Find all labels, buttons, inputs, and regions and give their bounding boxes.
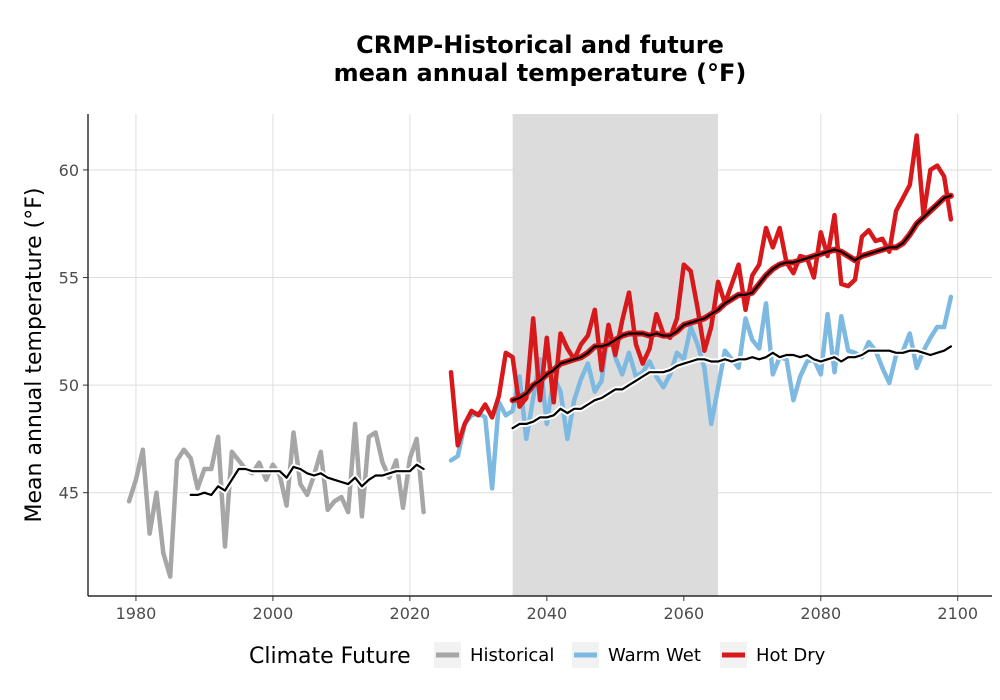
- y-tick-label: 50: [59, 376, 79, 395]
- legend-title: Climate Future: [249, 644, 411, 669]
- x-tick-label: 2100: [937, 604, 978, 623]
- tick-labels: 1980 2000 2020 2040 2060 2080 2100 45 50 55 60: [59, 161, 978, 623]
- x-tick-label: 2060: [663, 604, 704, 623]
- legend-label: Historical: [470, 645, 554, 666]
- moving-average-line: [511, 194, 953, 402]
- series-lines: [126, 133, 954, 579]
- y-tick-label: 60: [59, 161, 79, 180]
- x-tick-label: 1980: [116, 604, 157, 623]
- y-axis-title-group: Mean annual temperature (°F): [22, 188, 47, 523]
- legend: Climate Future Historical Warm Wet Hot Dry: [249, 642, 826, 669]
- moving-average-line: [511, 345, 953, 430]
- series-line-warm-wet: [448, 294, 954, 491]
- legend-label: Warm Wet: [608, 645, 701, 666]
- x-tick-label: 2080: [800, 604, 841, 623]
- y-tick-label: 55: [59, 269, 79, 288]
- legend-label: Hot Dry: [756, 645, 826, 666]
- axes: [87, 114, 992, 597]
- y-tick-label: 45: [59, 484, 79, 503]
- chart-title-line: mean annual temperature (°F): [334, 59, 747, 87]
- series-line-hot-dry: [448, 133, 954, 448]
- x-tick-label: 2000: [253, 604, 294, 623]
- moving-average-line: [189, 463, 425, 496]
- y-axis-title: Mean annual temperature (°F): [22, 188, 47, 523]
- series-line-historical: [126, 421, 426, 579]
- x-tick-label: 2020: [390, 604, 431, 623]
- chart-title-line: CRMP-Historical and future: [356, 31, 724, 59]
- x-tick-label: 2040: [526, 604, 567, 623]
